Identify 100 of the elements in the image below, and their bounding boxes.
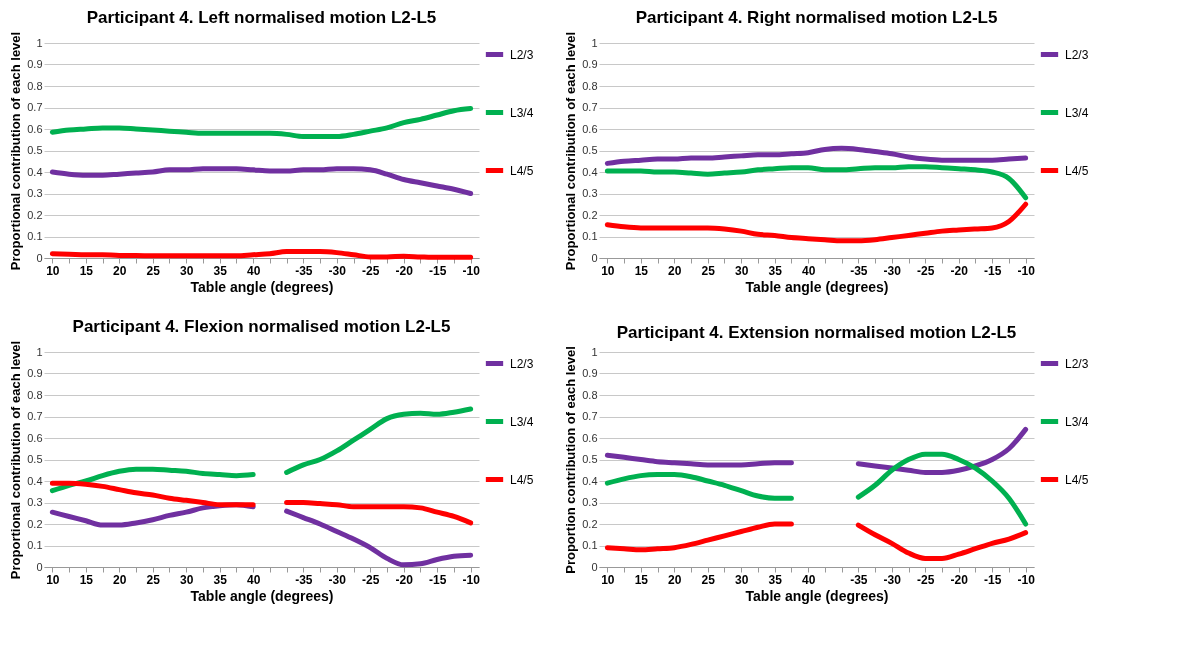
x-tick-label: -25 xyxy=(917,263,935,278)
x-tick-label: -10 xyxy=(462,263,481,278)
y-tick-label: 0.5 xyxy=(582,144,598,156)
x-tick-label: 40 xyxy=(246,263,261,278)
legend-label: L3/4 xyxy=(510,414,534,429)
chart-title: Participant 4. Extension normalised motion L2-L5 xyxy=(616,322,1017,342)
x-tick-label: 10 xyxy=(601,572,615,587)
x-tick-label: 30 xyxy=(735,572,749,587)
y-axis-title: Proportional contribution of each level xyxy=(563,31,579,271)
x-tick-label: 15 xyxy=(79,263,94,278)
x-tick-label: -30 xyxy=(328,572,347,587)
y-tick-label: 0.7 xyxy=(27,410,43,422)
y-tick-label: 0.5 xyxy=(27,453,43,465)
x-tick-label: -10 xyxy=(1017,263,1036,278)
y-tick-label: 1 xyxy=(591,345,598,358)
x-tick-label: -15 xyxy=(429,572,447,587)
x-tick-label: -35 xyxy=(295,572,313,587)
y-tick-label: 0.6 xyxy=(27,122,43,135)
y-tick-label: 0.3 xyxy=(582,187,598,199)
chart-title: Participant 4. Left normalised motion L2-L5 xyxy=(86,8,437,28)
y-tick-label: 0.8 xyxy=(582,79,598,92)
y-tick-label: 0.4 xyxy=(582,165,598,178)
legend-label: L2/3 xyxy=(1065,47,1089,62)
x-tick-label: -30 xyxy=(328,263,347,278)
y-tick-label: 0.1 xyxy=(27,230,43,242)
x-tick-label: -35 xyxy=(295,263,313,278)
x-tick-label: -10 xyxy=(462,572,481,587)
y-tick-label: 0.7 xyxy=(27,101,43,113)
x-tick-label: 40 xyxy=(801,263,816,278)
x-tick-label: 35 xyxy=(213,572,228,587)
y-tick-label: 0.8 xyxy=(27,388,43,401)
y-tick-label: 0.5 xyxy=(27,144,43,156)
legend-label: L2/3 xyxy=(510,47,534,62)
x-axis-title: Table angle (degrees) xyxy=(190,278,334,295)
x-tick-label: 25 xyxy=(701,263,716,278)
x-tick-label: -25 xyxy=(362,572,380,587)
x-tick-label: 35 xyxy=(213,263,228,278)
y-tick-label: 0.2 xyxy=(27,208,43,221)
x-tick-label: -35 xyxy=(850,263,868,278)
legend-label: L3/4 xyxy=(1065,414,1089,429)
x-tick-label: 20 xyxy=(668,572,682,587)
y-axis-title: Proportion contribution of each level xyxy=(563,346,579,574)
x-tick-label: -20 xyxy=(395,572,414,587)
x-tick-label: 15 xyxy=(79,572,94,587)
y-tick-label: 0.8 xyxy=(582,388,598,401)
y-tick-label: 0.6 xyxy=(27,431,43,444)
y-tick-label: 0.2 xyxy=(582,517,598,530)
y-tick-label: 0.6 xyxy=(582,122,598,135)
y-tick-label: 0 xyxy=(36,560,43,573)
y-tick-label: 0.1 xyxy=(582,230,598,242)
x-tick-label: -15 xyxy=(984,572,1002,587)
x-tick-label: 20 xyxy=(113,263,127,278)
x-tick-label: 10 xyxy=(46,263,60,278)
x-tick-label: 30 xyxy=(735,263,749,278)
x-tick-label: -10 xyxy=(1017,572,1036,587)
x-tick-label: -30 xyxy=(883,572,902,587)
x-tick-label: 10 xyxy=(46,572,60,587)
x-tick-label: -25 xyxy=(917,572,935,587)
legend-label: L3/4 xyxy=(510,105,534,120)
y-tick-label: 0.3 xyxy=(27,187,43,199)
x-tick-label: -20 xyxy=(950,263,969,278)
x-tick-label: 25 xyxy=(701,572,716,587)
y-tick-label: 0.2 xyxy=(582,208,598,221)
x-tick-label: 15 xyxy=(634,572,649,587)
y-tick-label: 0.9 xyxy=(582,367,598,379)
y-axis-title: Proportional contribution of each level xyxy=(8,31,24,271)
x-tick-label: 40 xyxy=(801,572,816,587)
legend-label: L4/5 xyxy=(510,472,534,487)
x-tick-label: 40 xyxy=(246,572,261,587)
legend-label: L4/5 xyxy=(1065,163,1089,178)
y-tick-label: 0 xyxy=(36,251,43,264)
x-tick-label: -25 xyxy=(362,263,380,278)
y-tick-label: 0.3 xyxy=(27,496,43,508)
x-tick-label: -30 xyxy=(883,263,902,278)
y-tick-label: 0.9 xyxy=(582,58,598,70)
x-axis-title: Table angle (degrees) xyxy=(190,587,334,604)
x-tick-label: 30 xyxy=(180,263,194,278)
y-axis-title: Proportional contribution of each level xyxy=(8,340,24,580)
y-tick-label: 0.5 xyxy=(582,453,598,465)
chart-title: Participant 4. Flexion normalised motion L2-L5 xyxy=(72,317,451,337)
x-tick-label: -15 xyxy=(984,263,1002,278)
x-tick-label: 30 xyxy=(180,572,194,587)
x-tick-label: -35 xyxy=(850,572,868,587)
y-tick-label: 0.1 xyxy=(27,539,43,551)
x-tick-label: -20 xyxy=(950,572,969,587)
x-tick-label: 10 xyxy=(601,263,615,278)
legend-label: L3/4 xyxy=(1065,105,1089,120)
x-axis-title: Table angle (degrees) xyxy=(745,278,889,295)
y-tick-label: 1 xyxy=(591,36,598,49)
legend-label: L4/5 xyxy=(1065,472,1089,487)
y-tick-label: 0 xyxy=(591,251,598,264)
y-tick-label: 0.7 xyxy=(582,410,598,422)
y-tick-label: 0.4 xyxy=(27,165,43,178)
y-tick-label: 0.3 xyxy=(582,496,598,508)
y-tick-label: 1 xyxy=(36,345,43,358)
x-tick-label: -20 xyxy=(395,263,414,278)
y-tick-label: 0.9 xyxy=(27,367,43,379)
y-tick-label: 0.1 xyxy=(582,539,598,551)
x-tick-label: -15 xyxy=(429,263,447,278)
y-tick-label: 0 xyxy=(591,560,598,573)
